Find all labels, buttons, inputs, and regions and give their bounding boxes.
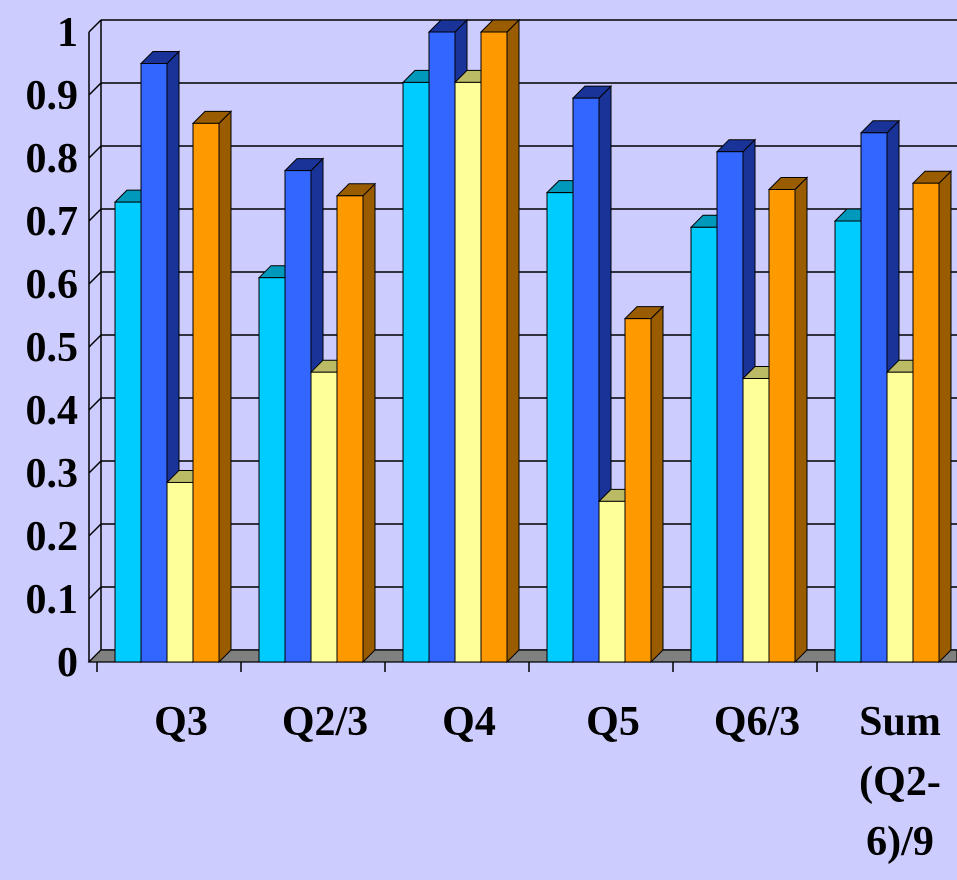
bar [624, 318, 652, 663]
bar [310, 371, 338, 663]
y-axis-tick [88, 271, 102, 285]
gridlines [101, 19, 957, 651]
y-axis-tick [88, 586, 102, 600]
bar [166, 481, 194, 663]
bar-side [506, 18, 520, 664]
y-tick-label: 0.6 [26, 262, 79, 308]
x-category-label: Sum [859, 699, 941, 745]
y-tick-label: 0.8 [26, 136, 79, 182]
bar [716, 151, 744, 663]
y-tick-label: 0.1 [26, 577, 79, 623]
bar [454, 81, 482, 663]
bar [192, 122, 220, 663]
bar [258, 277, 286, 663]
bar [598, 500, 626, 663]
y-tick-label: 0.2 [26, 514, 79, 560]
x-category-label: Q3 [154, 699, 208, 745]
y-tick-label: 0.7 [26, 199, 79, 245]
y-tick-label: 0.4 [26, 388, 79, 434]
bar [480, 31, 508, 663]
bar-side [938, 169, 952, 664]
bar [768, 189, 796, 663]
y-axis-tick [88, 82, 102, 96]
y-tick-labels: 0 0.1 0.2 0.3 0.4 0.5 0.6 0.7 0.8 0.9 1 [26, 10, 79, 686]
y-tick-label: 0 [57, 640, 78, 686]
bar [834, 220, 862, 663]
y-axis-tick [88, 460, 102, 474]
y-axis-tick [88, 397, 102, 411]
x-category-labels: Q3 Q2/3 Q4 Q5 Q6/3 Sum (Q2- 6)/9 [154, 699, 941, 865]
bar [860, 132, 888, 663]
bar [886, 371, 914, 663]
bar [912, 182, 940, 663]
y-axis-tick [88, 208, 102, 222]
bar-side [218, 110, 232, 664]
y-tick-label: 0.3 [26, 451, 79, 497]
bar [140, 63, 168, 663]
x-category-label: Q4 [442, 699, 496, 745]
y-axis-tick [88, 145, 102, 159]
bars [113, 18, 953, 664]
bar [114, 201, 142, 663]
bar [336, 195, 364, 663]
y-axis-tick [88, 19, 102, 33]
bar [572, 97, 600, 663]
x-category-label: Q2/3 [282, 699, 368, 745]
bar-side [362, 182, 376, 664]
bar-side [794, 176, 808, 664]
y-tick-label: 1 [57, 10, 78, 56]
bar [284, 170, 312, 663]
bar [742, 378, 770, 663]
y-axis-tick [88, 523, 102, 537]
y-tick-label: 0.5 [26, 325, 79, 371]
y-axis-tick [88, 334, 102, 348]
x-category-label: Q6/3 [714, 699, 800, 745]
x-category-label: Q5 [586, 699, 640, 745]
x-category-label: 6)/9 [866, 819, 934, 865]
bar [690, 226, 718, 663]
bar [402, 81, 430, 663]
bar [546, 192, 574, 663]
x-category-label: (Q2- [859, 759, 941, 805]
bar [428, 31, 456, 663]
bar-side [650, 305, 664, 664]
y-tick-label: 0.9 [26, 73, 79, 119]
